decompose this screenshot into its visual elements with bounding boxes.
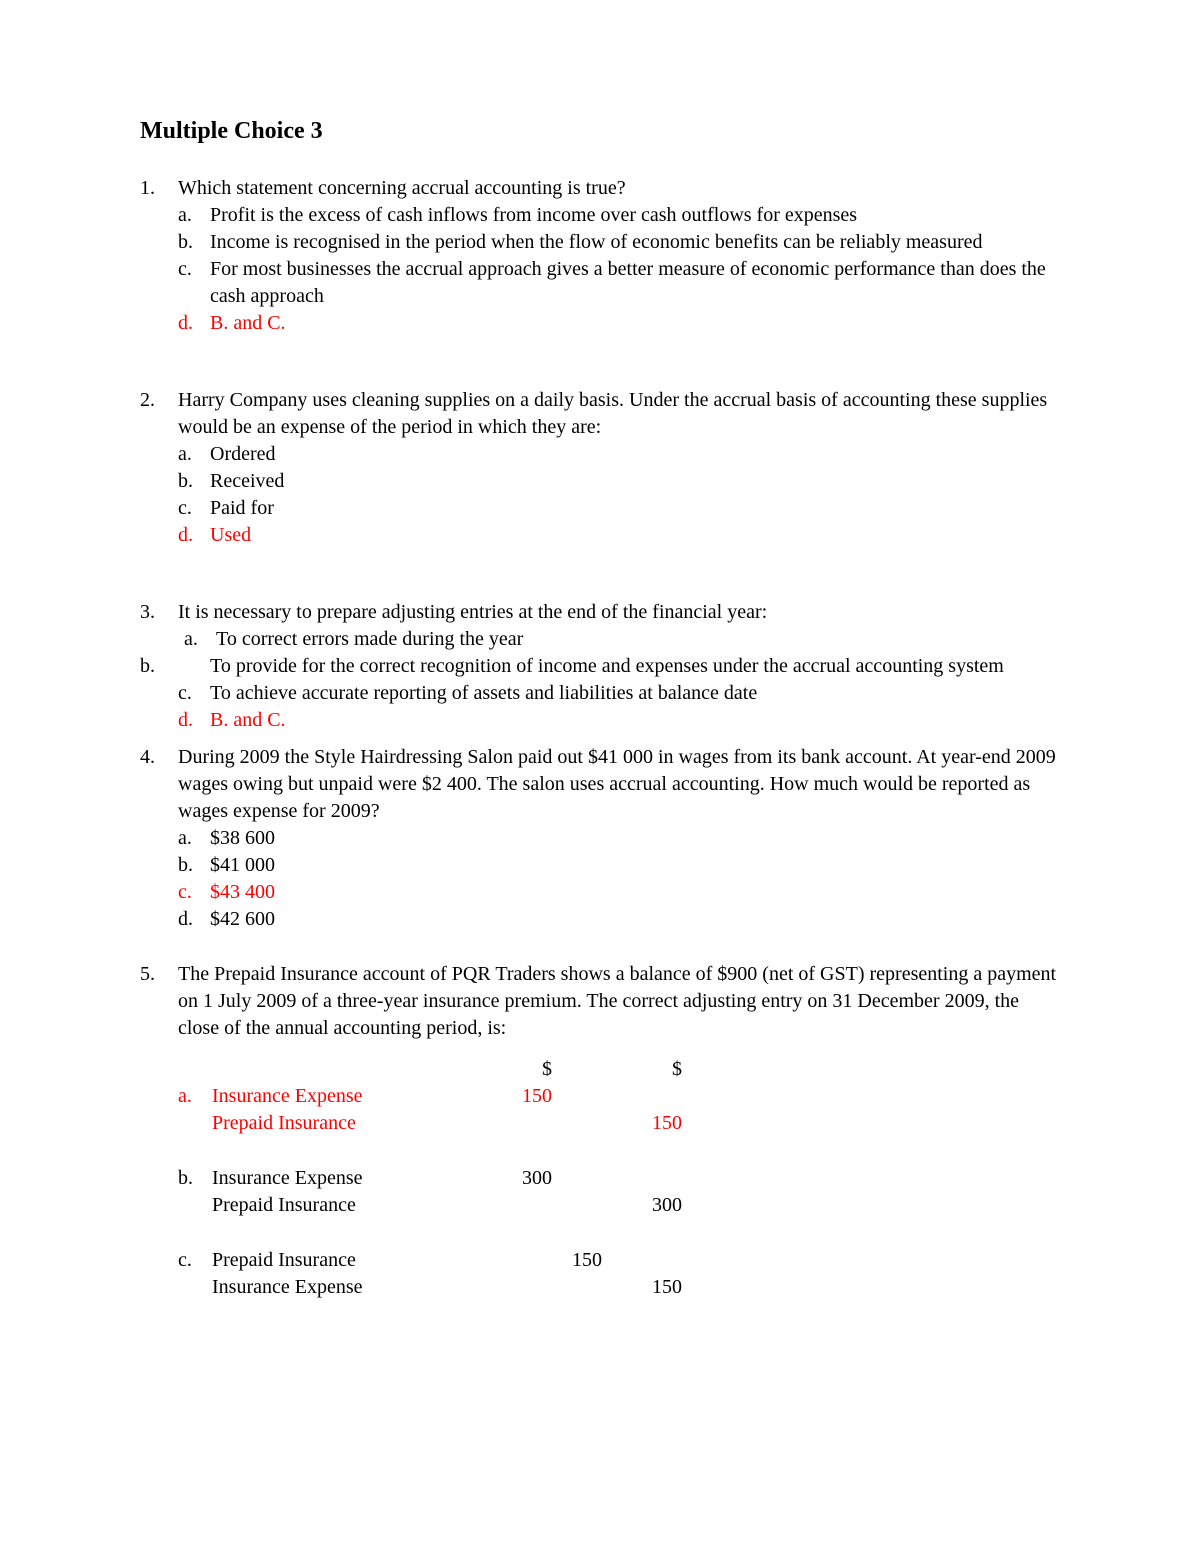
- credit-amount: 150: [552, 1110, 682, 1137]
- credit-header: $: [552, 1056, 682, 1083]
- page-title: Multiple Choice 3: [140, 115, 1060, 147]
- option-letter: d.: [178, 310, 210, 337]
- debit-header: $: [462, 1056, 552, 1083]
- option-text: Income is recognised in the period when …: [210, 229, 1060, 256]
- question-4: 4. During 2009 the Style Hairdressing Sa…: [140, 744, 1060, 933]
- option-d: d. Used: [178, 522, 1060, 549]
- journal-option-a-line2: Prepaid Insurance 150: [178, 1110, 682, 1137]
- journal-table: $ $ a. Insurance Expense 150 Prepaid Ins…: [178, 1056, 682, 1301]
- question-number: 3.: [140, 599, 178, 626]
- option-text: B. and C.: [210, 707, 1060, 734]
- option-letter: c.: [178, 680, 210, 707]
- question-text: The Prepaid Insurance account of PQR Tra…: [178, 961, 1060, 1042]
- account-name: Insurance Expense: [212, 1083, 462, 1110]
- credit-amount: 150: [552, 1274, 682, 1301]
- option-d: d. $42 600: [178, 906, 1060, 933]
- option-a: a. Ordered: [178, 441, 1060, 468]
- debit-amount: 150: [462, 1083, 552, 1110]
- option-text: Paid for: [210, 495, 1060, 522]
- account-name: Insurance Expense: [212, 1274, 462, 1301]
- option-letter: a.: [178, 441, 210, 468]
- journal-option-a-line1: a. Insurance Expense 150: [178, 1083, 682, 1110]
- question-number: 5.: [140, 961, 178, 1042]
- account-name: Insurance Expense: [212, 1165, 462, 1192]
- option-c: c. For most businesses the accrual appro…: [178, 256, 1060, 310]
- option-letter: a.: [178, 825, 210, 852]
- option-b: b. $41 000: [178, 852, 1060, 879]
- option-b: b. To provide for the correct recognitio…: [140, 653, 1060, 680]
- option-letter: d.: [178, 522, 210, 549]
- option-letter: c.: [178, 879, 210, 906]
- option-text: For most businesses the accrual approach…: [210, 256, 1060, 310]
- option-c: c. To achieve accurate reporting of asse…: [178, 680, 1060, 707]
- question-1: 1. Which statement concerning accrual ac…: [140, 175, 1060, 337]
- option-text: Used: [210, 522, 1060, 549]
- journal-header: $ $: [178, 1056, 682, 1083]
- question-number: 1.: [140, 175, 178, 202]
- option-text: $43 400: [210, 879, 1060, 906]
- option-text: To achieve accurate reporting of assets …: [210, 680, 1060, 707]
- option-text: To correct errors made during the year: [216, 626, 1060, 653]
- journal-entries: $ $ a. Insurance Expense 150 Prepaid Ins…: [178, 1056, 1060, 1301]
- question-options-cont: c. To achieve accurate reporting of asse…: [178, 680, 1060, 734]
- option-letter: b.: [178, 468, 210, 495]
- question-number: 4.: [140, 744, 178, 825]
- question-text: Harry Company uses cleaning supplies on …: [178, 387, 1060, 441]
- option-a: a. Profit is the excess of cash inflows …: [178, 202, 1060, 229]
- option-letter: a.: [184, 626, 216, 653]
- option-a: a. $38 600: [178, 825, 1060, 852]
- credit-amount: 300: [552, 1192, 682, 1219]
- option-letter: a.: [178, 202, 210, 229]
- option-c: c. $43 400: [178, 879, 1060, 906]
- account-name: Prepaid Insurance: [212, 1110, 462, 1137]
- question-options: a. To correct errors made during the yea…: [178, 626, 1060, 653]
- option-letter: c.: [178, 256, 210, 310]
- option-letter: b.: [178, 852, 210, 879]
- question-options: a. Profit is the excess of cash inflows …: [178, 202, 1060, 337]
- option-text: $41 000: [210, 852, 1060, 879]
- option-text: Profit is the excess of cash inflows fro…: [210, 202, 1060, 229]
- option-letter: a.: [178, 1083, 212, 1110]
- option-letter: d.: [178, 906, 210, 933]
- option-letter: b.: [178, 229, 210, 256]
- account-name: Prepaid Insurance: [212, 1247, 462, 1274]
- option-b: b. Received: [178, 468, 1060, 495]
- option-letter: c.: [178, 495, 210, 522]
- question-text: It is necessary to prepare adjusting ent…: [178, 599, 1060, 626]
- option-text: To provide for the correct recognition o…: [178, 653, 1060, 680]
- question-text: During 2009 the Style Hairdressing Salon…: [178, 744, 1060, 825]
- option-text: Received: [210, 468, 1060, 495]
- option-d: d. B. and C.: [178, 707, 1060, 734]
- debit-amount: 300: [462, 1165, 552, 1192]
- option-d: d. B. and C.: [178, 310, 1060, 337]
- question-2: 2. Harry Company uses cleaning supplies …: [140, 387, 1060, 549]
- option-text: B. and C.: [210, 310, 1060, 337]
- document-page: Multiple Choice 3 1. Which statement con…: [0, 0, 1200, 1553]
- question-options: a. $38 600 b. $41 000 c. $43 400 d. $42 …: [178, 825, 1060, 933]
- option-text: Ordered: [210, 441, 1060, 468]
- journal-option-c-line2: Insurance Expense 150: [178, 1274, 682, 1301]
- question-number: 2.: [140, 387, 178, 441]
- journal-option-b-line2: Prepaid Insurance 300: [178, 1192, 682, 1219]
- option-text: $38 600: [210, 825, 1060, 852]
- question-text: Which statement concerning accrual accou…: [178, 175, 1060, 202]
- journal-option-c-line1: c. Prepaid Insurance 150: [178, 1247, 682, 1274]
- option-letter: b.: [140, 653, 178, 680]
- debit-amount: 150: [552, 1247, 682, 1274]
- question-options: a. Ordered b. Received c. Paid for d. Us…: [178, 441, 1060, 549]
- option-letter: d.: [178, 707, 210, 734]
- journal-option-b-line1: b. Insurance Expense 300: [178, 1165, 682, 1192]
- option-letter: b.: [178, 1165, 212, 1192]
- question-5: 5. The Prepaid Insurance account of PQR …: [140, 961, 1060, 1301]
- option-letter: c.: [178, 1247, 212, 1274]
- option-b: b. Income is recognised in the period wh…: [178, 229, 1060, 256]
- account-name: Prepaid Insurance: [212, 1192, 462, 1219]
- option-text: $42 600: [210, 906, 1060, 933]
- option-c: c. Paid for: [178, 495, 1060, 522]
- option-a: a. To correct errors made during the yea…: [184, 626, 1060, 653]
- question-3: 3. It is necessary to prepare adjusting …: [140, 599, 1060, 734]
